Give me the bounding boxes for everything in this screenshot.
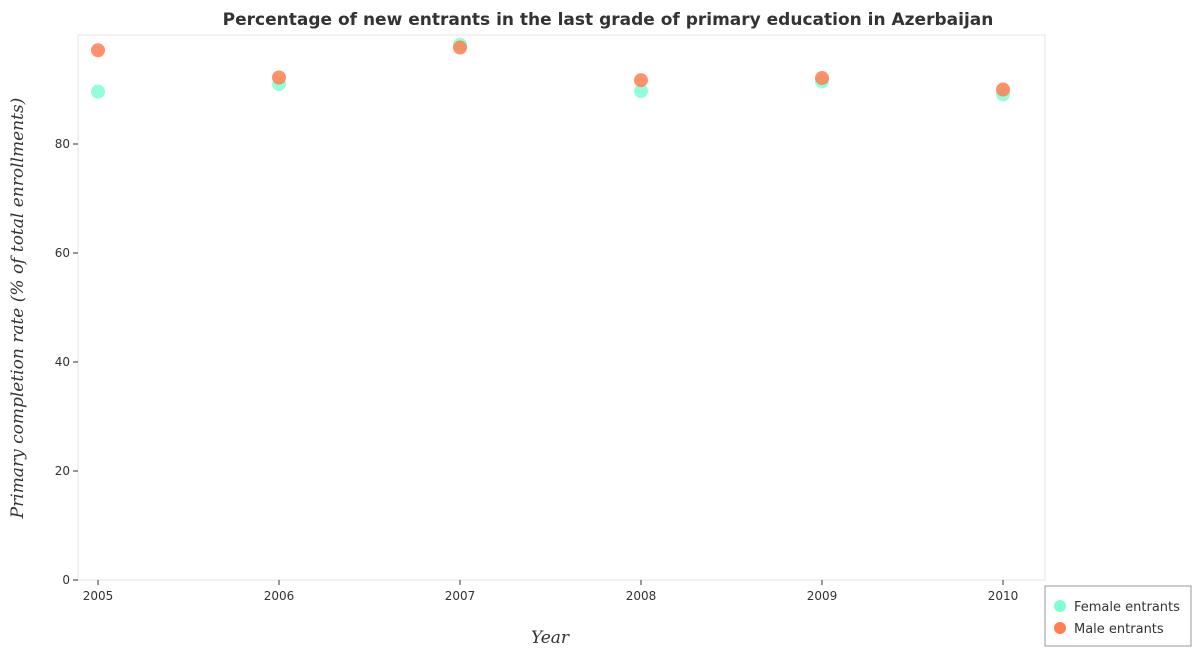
legend-marker-female [1054, 600, 1066, 612]
male-entrants-point [272, 70, 286, 85]
x-tick-label: 2005 [83, 589, 114, 603]
plot-area [77, 34, 1046, 581]
legend-label-female: Female entrants [1074, 600, 1180, 615]
x-tick-label: 2006 [264, 589, 295, 603]
y-axis-title: Primary completion rate (% of total enro… [8, 98, 28, 520]
male-entrants-point [91, 43, 105, 58]
male-entrants-point [453, 40, 467, 55]
legend-box [1044, 585, 1192, 647]
x-tick-label: 2007 [445, 589, 476, 603]
y-tick-label: 60 [55, 246, 70, 260]
female-entrants-point [91, 84, 105, 99]
male-entrants-point [996, 82, 1010, 97]
data-points [91, 37, 1010, 102]
male-entrants-point [634, 73, 648, 88]
legend-marker-male [1054, 622, 1066, 634]
y-tick-label: 0 [62, 573, 70, 587]
x-tick-label: 2009 [807, 589, 838, 603]
y-tick-label: 20 [55, 464, 70, 478]
x-tick-label: 2010 [988, 589, 1019, 603]
legend: Female entrants Male entrants [1044, 585, 1192, 647]
x-axis: 2005 2006 2007 2008 2009 2010 [83, 580, 1019, 603]
y-tick-label: 80 [55, 137, 70, 151]
chart-title: Percentage of new entrants in the last g… [223, 10, 994, 30]
legend-label-male: Male entrants [1074, 622, 1164, 637]
x-tick-label: 2008 [626, 589, 657, 603]
female-entrants-point [634, 84, 648, 99]
y-tick-label: 40 [55, 355, 70, 369]
y-axis: 0 20 40 60 80 [55, 137, 78, 587]
male-entrants-point [815, 71, 829, 86]
x-axis-title: Year [531, 628, 570, 648]
